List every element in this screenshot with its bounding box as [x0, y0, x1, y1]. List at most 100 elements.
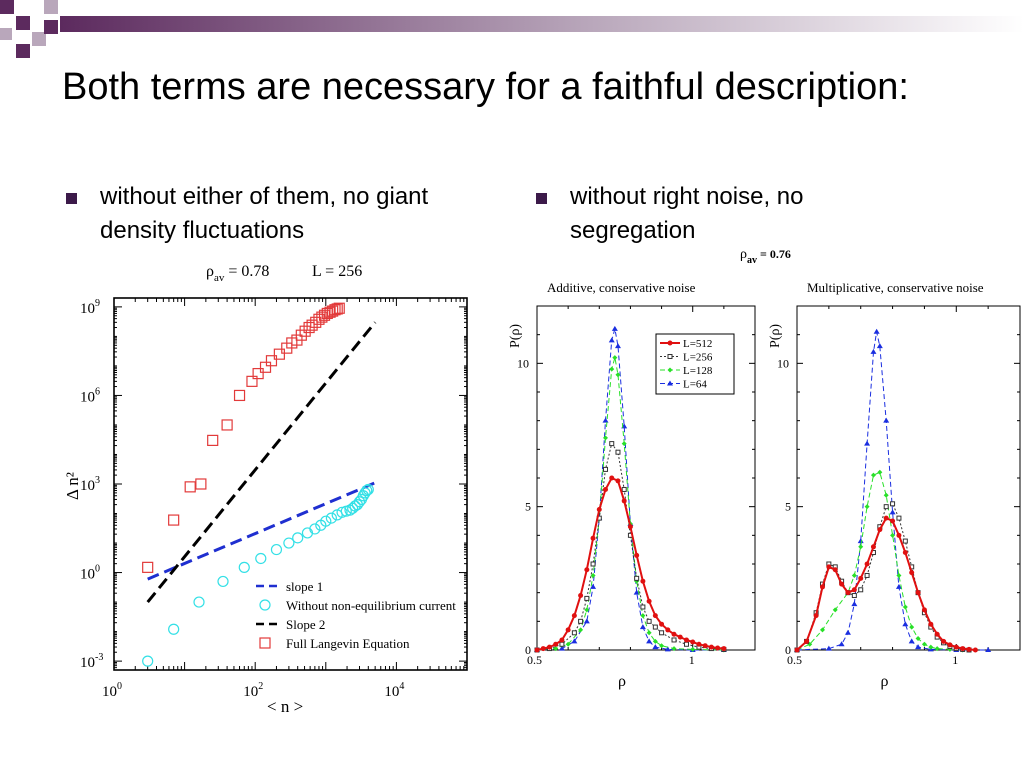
y-tick-label-10: 10 — [777, 356, 789, 370]
data-point-l-512 — [590, 535, 596, 541]
data-point-l-256 — [947, 644, 953, 650]
data-point-without-non-equilibrium-current — [351, 499, 363, 511]
data-point-l-64 — [985, 647, 992, 652]
data-point-l-256 — [640, 604, 646, 610]
series-line-l-64 — [536, 328, 724, 651]
data-point-l-128 — [621, 441, 627, 447]
series-line-l-512 — [536, 476, 724, 651]
data-point-l-256 — [596, 515, 602, 521]
data-point-l-512 — [634, 552, 640, 558]
header-square-1 — [0, 0, 14, 14]
data-point-l-64 — [689, 647, 696, 652]
data-point-l-64 — [864, 440, 871, 446]
y-axis-label: Δ n² — [63, 472, 82, 500]
data-point-l-512 — [794, 647, 800, 653]
data-point-l-128 — [909, 624, 915, 630]
data-point-l-128 — [640, 613, 646, 619]
data-point-l-128 — [615, 372, 621, 378]
header-square-7 — [0, 28, 12, 40]
legend-marker-l-512 — [667, 340, 673, 346]
y-tick-label-10: 10 — [517, 356, 529, 370]
data-point-without-non-equilibrium-current — [353, 496, 366, 508]
data-point-full-langevin-equation — [195, 478, 207, 490]
data-point-l-512 — [646, 598, 652, 604]
data-point-full-langevin-equation — [331, 303, 343, 315]
data-point-l-512 — [584, 567, 590, 573]
x-tick-label-0-5: 0.5 — [787, 653, 802, 667]
data-point-without-non-equilibrium-current — [344, 504, 356, 516]
legend-swatch-full-langevin-equation — [259, 637, 271, 649]
data-point-l-512 — [627, 524, 633, 530]
data-point-full-langevin-equation — [265, 355, 278, 367]
data-point-l-128 — [819, 627, 825, 633]
data-point-l-512 — [864, 561, 870, 567]
data-point-without-non-equilibrium-current — [309, 523, 321, 535]
data-point-l-256 — [534, 647, 540, 653]
x-tick-label-1: 1 — [689, 653, 695, 667]
plot-frame — [536, 305, 756, 651]
data-point-l-256 — [870, 550, 876, 556]
data-point-l-512 — [947, 642, 953, 648]
data-point-full-langevin-equation — [184, 481, 196, 493]
data-point-l-512 — [851, 587, 857, 593]
data-point-l-256 — [877, 524, 883, 530]
data-point-l-256 — [646, 618, 652, 624]
data-point-l-128 — [832, 607, 838, 613]
x-axis-label: < n > — [267, 697, 303, 716]
data-point-l-64 — [583, 618, 590, 624]
data-point-full-langevin-equation — [281, 342, 293, 354]
data-point-l-256 — [794, 647, 800, 653]
series-line-l-256 — [796, 503, 970, 651]
data-point-l-512 — [559, 637, 565, 643]
header-square-3 — [32, 32, 46, 46]
data-point-l-512 — [683, 637, 689, 643]
chart-title-L: L = 256 — [312, 263, 362, 280]
data-point-l-256 — [621, 486, 627, 492]
data-point-l-512 — [934, 631, 940, 637]
data-point-l-512 — [609, 475, 615, 481]
data-point-without-non-equilibrium-current — [142, 655, 154, 667]
data-point-l-64 — [915, 644, 922, 650]
header-decoration — [0, 0, 1024, 58]
data-point-without-non-equilibrium-current — [349, 500, 361, 512]
data-point-l-256 — [571, 630, 577, 636]
data-point-without-non-equilibrium-current — [255, 552, 267, 565]
data-point-l-512 — [928, 621, 934, 627]
x-tick-label-10-4: 104 — [384, 681, 404, 700]
data-point-l-64 — [720, 647, 727, 652]
data-point-l-256 — [559, 641, 565, 647]
x-tick-label-0-5: 0.5 — [527, 653, 542, 667]
legend-marker-l-128 — [667, 367, 673, 373]
data-point-full-langevin-equation — [321, 307, 333, 320]
plot-frame — [113, 297, 468, 671]
data-point-l-256 — [634, 575, 640, 581]
data-point-l-256 — [902, 538, 908, 544]
data-point-l-128 — [590, 572, 596, 578]
data-point-l-512 — [553, 641, 559, 647]
data-point-l-128 — [721, 647, 727, 653]
data-point-l-256 — [890, 501, 896, 507]
chart-title: Multiplicative, conservative noise — [807, 280, 984, 295]
data-point-full-langevin-equation — [318, 309, 331, 321]
data-point-l-128 — [864, 504, 870, 510]
header-square-5 — [44, 20, 58, 34]
legend-label-slope-1: slope 1 — [286, 579, 323, 594]
y-axis-label: P(ρ) — [768, 324, 783, 348]
data-point-l-64 — [614, 343, 621, 349]
data-point-l-256 — [615, 449, 621, 455]
data-point-l-64 — [621, 423, 628, 429]
data-point-l-128 — [627, 521, 633, 527]
series-line-l-64 — [796, 331, 989, 651]
data-point-l-256 — [896, 515, 902, 521]
data-point-l-64 — [844, 629, 851, 635]
data-point-l-256 — [826, 561, 832, 567]
data-point-without-non-equilibrium-current — [193, 596, 205, 608]
data-point-l-64 — [633, 589, 640, 595]
data-point-without-non-equilibrium-current — [325, 512, 337, 524]
data-point-l-256 — [603, 466, 609, 472]
plot-frame — [796, 305, 1021, 651]
data-point-l-64 — [851, 601, 858, 607]
data-point-l-64 — [825, 645, 832, 651]
data-point-l-512 — [621, 498, 627, 504]
data-point-l-128 — [877, 469, 883, 475]
